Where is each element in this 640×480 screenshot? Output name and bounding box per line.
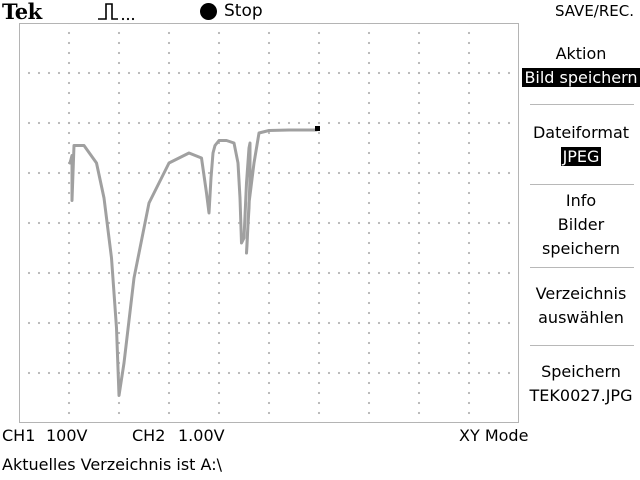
softkey-save-line1: Speichern [541,362,621,381]
softkey-info-line1: Info [565,191,597,210]
softkey-select-directory-line1: Verzeichnis [535,284,627,303]
softkey-action-label: Aktion [555,44,607,63]
ch1-label: CH1 [2,426,36,445]
trigger-status-icon [98,3,135,21]
softkey-file-format-value: JPEG [560,147,602,166]
ch2-label: CH2 [132,426,166,445]
softkey-action[interactable]: Aktion Bild speichern [522,42,640,90]
display-mode: XY Mode [459,426,529,445]
softkey-info-line2: Bilder [557,215,605,234]
trace-end-marker [315,126,320,131]
brand-logo: Tek [2,0,42,24]
softkey-info[interactable]: Info Bilder speichern [522,189,640,261]
directory-message: Aktuelles Verzeichnis ist A:\ [2,455,222,474]
run-status: Stop [224,1,263,21]
softkey-info-line3: speichern [542,239,620,258]
ch1-scale: 100V [46,426,88,445]
acquisition-state-icon [200,3,217,20]
softkey-save-filename: TEK0027.JPG [529,386,633,405]
softkey-action-value: Bild speichern [522,68,640,87]
waveform-display [19,23,519,423]
softkey-select-directory[interactable]: Verzeichnis auswählen [522,282,640,330]
softkey-file-format-label: Dateiformat [532,123,630,142]
ch2-scale: 1.00V [178,426,225,445]
softkey-file-format[interactable]: Dateiformat JPEG [522,121,640,169]
softkey-save[interactable]: Speichern TEK0027.JPG [522,360,640,408]
menu-title: SAVE/REC. [554,2,634,20]
xy-trace [68,128,318,397]
softkey-select-directory-line2: auswählen [538,308,624,327]
